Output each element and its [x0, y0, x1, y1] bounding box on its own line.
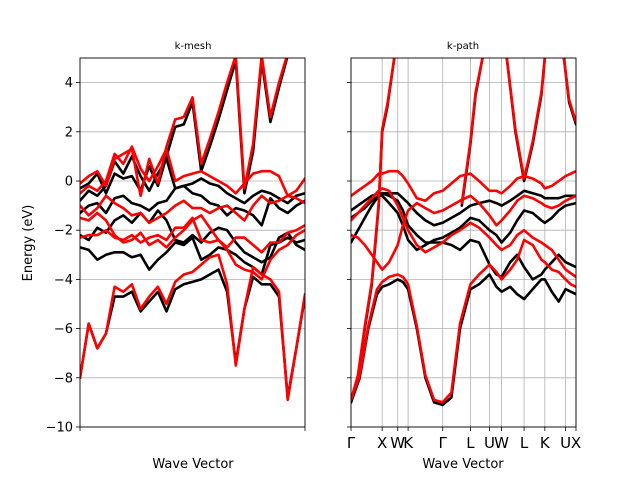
- y-tick-label: 0: [65, 175, 73, 190]
- x-tick-label: U: [560, 434, 571, 452]
- y-axis-label: Energy (eV): [21, 205, 36, 282]
- reference-band-line: [80, 58, 289, 195]
- reference-band-line: [80, 268, 305, 399]
- k-path-panel: k-path Γ X WK Γ L U W L K U X Wave Vector: [347, 41, 581, 472]
- interpolated-band-line: [505, 58, 547, 180]
- y-tick-label: −6: [54, 322, 73, 337]
- interpolated-band-line: [351, 238, 576, 404]
- k-mesh-series: [80, 58, 305, 402]
- interpolated-band-line: [351, 194, 576, 271]
- reference-band-line: [351, 189, 576, 227]
- k-path-axes: Γ X WK Γ L U W L K U X: [347, 57, 581, 452]
- interpolated-band-line: [351, 169, 576, 202]
- reference-band-line: [80, 155, 305, 205]
- x-tick-label: K: [403, 434, 414, 452]
- y-tick-label: −10: [46, 421, 73, 436]
- k-mesh-xlabel: Wave Vector: [152, 457, 234, 472]
- x-tick-label: L: [520, 434, 529, 452]
- interpolated-band-line: [80, 58, 288, 198]
- x-tick-label: X: [571, 434, 581, 452]
- interpolated-band-line: [80, 194, 305, 225]
- y-tick-label: −2: [54, 224, 73, 239]
- x-tick-label: W: [390, 434, 405, 452]
- y-tick-label: −4: [54, 273, 73, 288]
- x-tick-label: U: [484, 434, 495, 452]
- x-tick-label: Γ: [347, 434, 356, 452]
- k-mesh-gridlines: [80, 82, 305, 428]
- y-tick-label: 2: [65, 125, 73, 140]
- reference-band-line: [351, 273, 576, 407]
- interpolated-band-line: [562, 58, 576, 124]
- axes-frame: [79, 57, 306, 428]
- reference-band-line: [505, 58, 547, 183]
- k-mesh-title: k-mesh: [175, 41, 212, 52]
- reference-band-line: [80, 209, 305, 264]
- interpolated-band-line: [80, 145, 305, 198]
- k-path-xlabel: Wave Vector: [422, 457, 504, 472]
- reference-band-line: [80, 184, 305, 227]
- x-tick-label: W: [494, 434, 509, 452]
- y-tick-label: 4: [65, 76, 73, 91]
- axes-frame: [350, 57, 577, 428]
- x-tick-label: Γ: [439, 434, 448, 452]
- k-mesh-panel: k-mesh −10 −8 −6 −4 −2 0 2 4 Wave Vector: [46, 41, 306, 472]
- k-mesh-axes: −10 −8 −6 −4 −2 0 2 4: [46, 57, 306, 436]
- x-tick-label: X: [377, 434, 387, 452]
- interpolated-band-line: [80, 211, 305, 254]
- k-path-series: [351, 58, 576, 407]
- interpolated-band-line: [351, 58, 396, 402]
- interpolated-band-line: [80, 216, 305, 281]
- interpolated-band-line: [80, 253, 305, 402]
- k-path-title: k-path: [447, 41, 479, 52]
- reference-band-line: [351, 194, 576, 252]
- interpolated-band-line: [460, 58, 484, 205]
- x-tick-label: L: [466, 434, 475, 452]
- x-tick-label: K: [540, 434, 551, 452]
- interpolated-band-line: [351, 187, 576, 279]
- reference-band-line: [80, 236, 305, 276]
- y-tick-label: −8: [54, 371, 73, 386]
